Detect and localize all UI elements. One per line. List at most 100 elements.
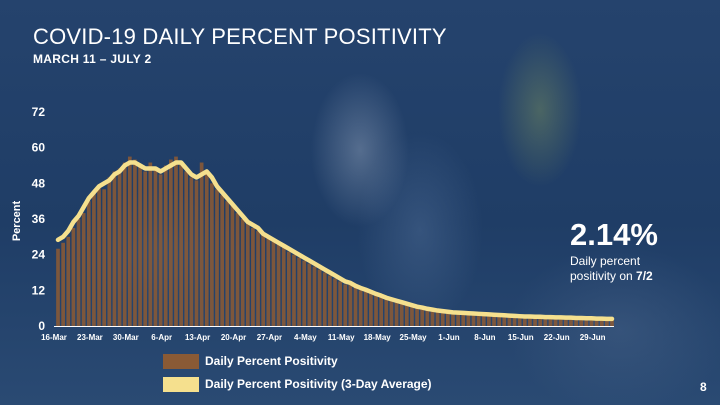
daily-positivity-bar	[169, 159, 173, 326]
callout-description: Daily percent positivity on 7/2	[570, 254, 658, 284]
average-line	[55, 160, 615, 322]
daily-positivity-bar	[579, 318, 584, 326]
daily-positivity-bar	[302, 260, 307, 326]
daily-positivity-bar	[522, 317, 527, 326]
daily-positivity-bar	[143, 171, 148, 326]
daily-positivity-bar	[153, 168, 158, 326]
daily-positivity-bar	[328, 275, 332, 326]
x-tick-label: 16-Mar	[41, 333, 67, 342]
y-tick-label: 60	[32, 141, 46, 155]
daily-positivity-bar	[528, 317, 532, 326]
legend-swatch-line	[163, 377, 199, 392]
daily-positivity-bar	[148, 162, 153, 326]
daily-positivity-bar	[194, 180, 199, 326]
daily-positivity-bar	[605, 319, 609, 326]
x-tick-label: 22-Jun	[544, 333, 570, 342]
daily-positivity-bar	[317, 269, 322, 326]
daily-positivity-bar	[517, 317, 522, 326]
y-tick-label: 12	[32, 283, 46, 297]
daily-positivity-bar	[199, 162, 204, 326]
daily-positivity-bar	[389, 299, 394, 326]
daily-positivity-bar	[594, 319, 599, 326]
daily-positivity-bar	[225, 201, 230, 326]
daily-positivity-bar	[435, 311, 440, 326]
daily-positivity-bar	[507, 316, 512, 326]
y-tick-label: 0	[38, 319, 45, 333]
daily-positivity-bar	[71, 227, 76, 326]
page-title: COVID-19 DAILY PERCENT POSITIVITY	[33, 24, 447, 49]
daily-positivity-bar	[297, 257, 301, 326]
daily-positivity-bar	[179, 162, 183, 326]
daily-positivity-bar	[481, 315, 486, 326]
daily-positivity-bar	[425, 309, 430, 326]
daily-positivity-bar	[610, 319, 614, 326]
daily-positivity-bar	[543, 317, 548, 326]
y-tick-label: 36	[32, 212, 46, 226]
daily-positivity-bar	[384, 299, 389, 326]
daily-positivity-bar	[204, 171, 209, 326]
daily-positivity-bar	[471, 314, 476, 326]
daily-positivity-bar	[569, 318, 573, 326]
daily-positivity-bar	[56, 248, 60, 326]
daily-positivity-bar	[127, 156, 132, 326]
daily-positivity-bar	[312, 266, 317, 326]
x-tick-label: 20-Apr	[221, 333, 246, 342]
daily-positivity-bar	[415, 308, 419, 326]
x-tick-label: 27-Apr	[257, 333, 282, 342]
daily-positivity-bar	[256, 230, 260, 326]
latest-percent-value: 2.14%	[570, 217, 658, 252]
x-tick-label: 25-May	[400, 333, 428, 342]
bar-series	[56, 156, 614, 326]
daily-positivity-bar	[476, 314, 481, 326]
x-tick-label: 29-Jun	[580, 333, 606, 342]
callout-line2-text: positivity on	[570, 269, 637, 283]
legend-swatch-bar	[163, 354, 199, 369]
daily-positivity-bar	[220, 195, 224, 326]
daily-positivity-bar	[66, 236, 71, 326]
daily-positivity-bar	[133, 159, 137, 326]
daily-positivity-bar	[92, 192, 96, 326]
callout-date: 7/2	[636, 269, 653, 283]
x-tick-label: 4-May	[294, 333, 317, 342]
daily-positivity-bar	[122, 162, 127, 326]
x-tick-label: 15-Jun	[508, 333, 534, 342]
daily-positivity-bar	[410, 305, 414, 326]
y-axis: 0 12 24 36 48 60 72	[32, 105, 46, 333]
daily-positivity-bar	[163, 165, 168, 326]
y-tick-label: 24	[32, 248, 46, 262]
daily-positivity-bar	[497, 315, 501, 326]
daily-positivity-bar	[379, 296, 384, 326]
latest-value-callout: 2.14% Daily percent positivity on 7/2	[570, 218, 658, 284]
daily-positivity-bar	[292, 254, 296, 326]
daily-positivity-bar	[492, 315, 496, 326]
x-tick-label: 11-May	[328, 333, 355, 342]
daily-positivity-bar	[563, 318, 568, 326]
daily-positivity-bar	[394, 302, 399, 326]
daily-positivity-bar	[117, 168, 122, 326]
daily-positivity-bar	[266, 236, 271, 326]
y-axis-label: Percent	[11, 200, 23, 241]
daily-positivity-bar	[281, 245, 286, 326]
daily-positivity-bar	[348, 284, 353, 326]
callout-line2: positivity on 7/2	[570, 269, 658, 284]
daily-positivity-bar	[548, 317, 553, 326]
daily-positivity-bar	[81, 213, 86, 326]
x-tick-label: 30-Mar	[113, 333, 139, 342]
daily-positivity-bar	[487, 315, 491, 326]
daily-positivity-bar	[404, 305, 409, 326]
daily-positivity-bar	[102, 189, 107, 326]
daily-positivity-bar	[440, 311, 445, 326]
daily-positivity-bar	[245, 221, 250, 326]
daily-positivity-bar	[399, 302, 404, 326]
daily-positivity-bar	[271, 239, 276, 326]
daily-positivity-bar	[333, 278, 337, 326]
daily-positivity-bar	[599, 319, 604, 326]
daily-positivity-bar	[363, 290, 368, 326]
daily-positivity-bar	[456, 313, 460, 326]
daily-positivity-bar	[502, 316, 507, 326]
daily-positivity-bar	[240, 219, 245, 326]
daily-positivity-bar	[343, 284, 348, 326]
daily-positivity-bar	[451, 313, 455, 326]
daily-positivity-bar	[76, 219, 81, 326]
